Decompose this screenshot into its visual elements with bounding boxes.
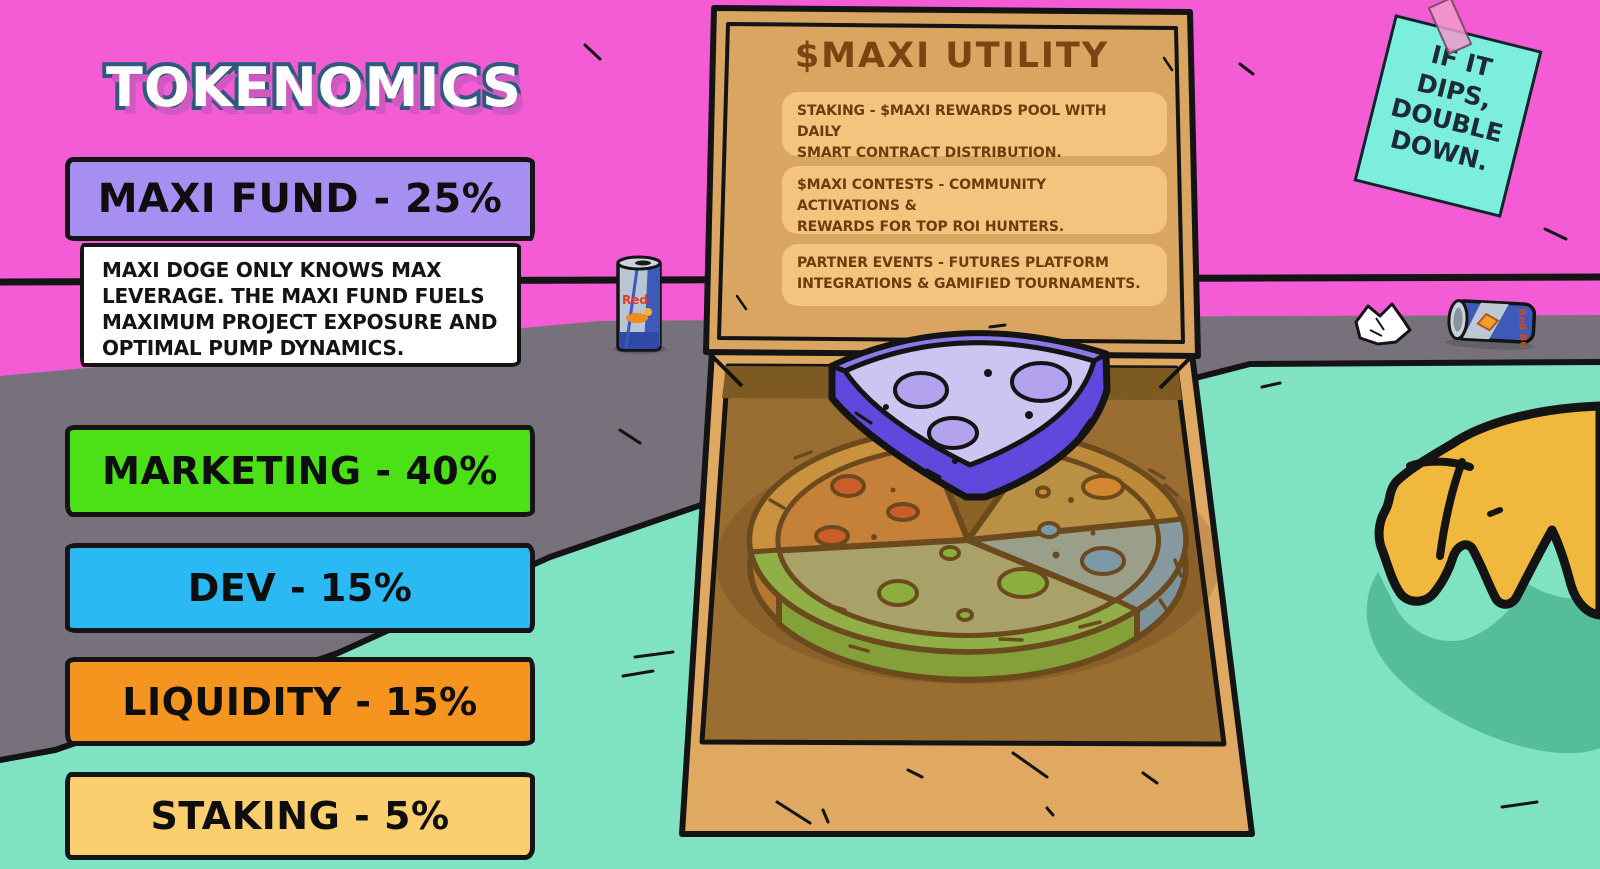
scratch-marks bbox=[583, 43, 1568, 809]
allocation-staking-label: STAKING - 5% bbox=[150, 794, 450, 838]
allocation-dev: DEV - 15% bbox=[65, 543, 535, 633]
standing-can-label: Red bbox=[622, 293, 648, 307]
maxi-fund-description: MAXI DOGE ONLY KNOWS MAX LEVERAGE. THE M… bbox=[80, 243, 521, 367]
allocation-liquidity-label: LIQUIDITY - 15% bbox=[122, 679, 478, 724]
allocation-liquidity: LIQUIDITY - 15% bbox=[65, 657, 535, 746]
page-title: TOKENOMICS bbox=[102, 52, 525, 123]
sticky-note-text: IF IT DIPS, DOUBLE DOWN. bbox=[1387, 39, 1506, 177]
allocation-marketing: MARKETING - 40% bbox=[65, 425, 535, 517]
crumpled-paper bbox=[1354, 302, 1412, 346]
doge-hand bbox=[1374, 401, 1600, 620]
utility-board-title: $MAXI UTILITY bbox=[794, 36, 1110, 76]
allocation-maxi-fund: MAXI FUND - 25% bbox=[65, 157, 535, 241]
hand-shadow bbox=[1366, 572, 1600, 754]
box-front-scratches bbox=[775, 751, 1159, 825]
standing-can: Red bbox=[614, 255, 666, 354]
lying-can-label: Red Bu bbox=[1516, 308, 1529, 348]
lying-can: Red Bu bbox=[1444, 299, 1537, 350]
allocation-staking: STAKING - 5% bbox=[65, 772, 535, 860]
utility-item-staking: STAKING - $MAXI REWARDS POOL WITH DAILY … bbox=[782, 92, 1167, 161]
maxi-fund-lifted-slice bbox=[828, 323, 1111, 501]
allocation-marketing-label: MARKETING - 40% bbox=[102, 449, 498, 493]
allocation-maxi-fund-label: MAXI FUND - 25% bbox=[97, 176, 503, 222]
table-edge-line bbox=[0, 359, 1600, 763]
utility-item-contests: $MAXI CONTESTS - COMMUNITY ACTIVATIONS &… bbox=[782, 166, 1167, 235]
utility-item-partner-events: PARTNER EVENTS - FUTURES PLATFORM INTEGR… bbox=[782, 244, 1167, 306]
allocation-dev-label: DEV - 15% bbox=[187, 566, 413, 610]
